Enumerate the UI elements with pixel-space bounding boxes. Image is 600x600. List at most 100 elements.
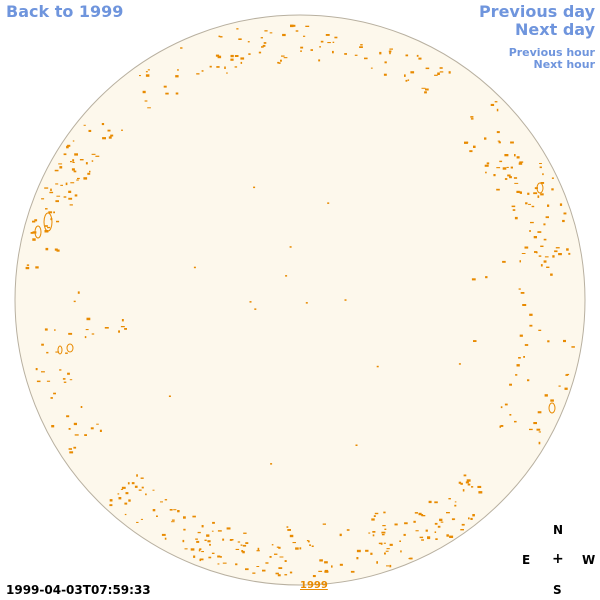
contour-speck	[230, 58, 234, 61]
contour-speck	[224, 66, 226, 69]
contour-speck	[370, 552, 373, 555]
contour-speck	[73, 422, 77, 426]
contour-speck	[466, 479, 471, 482]
contour-speck	[550, 273, 553, 276]
contour-speck	[509, 383, 512, 386]
contour-speck	[414, 512, 418, 514]
contour-speck	[356, 557, 359, 560]
contour-speck	[519, 161, 524, 163]
contour-speck	[256, 550, 260, 552]
contour-ring	[66, 343, 74, 353]
contour-speck	[364, 57, 368, 60]
contour-speck	[192, 515, 196, 518]
contour-speck	[156, 515, 158, 517]
contour-speck	[558, 253, 562, 256]
contour-speck	[284, 574, 288, 576]
contour-speck	[211, 552, 215, 554]
contour-speck	[540, 264, 543, 267]
contour-speck	[360, 44, 363, 46]
contour-speck	[51, 425, 55, 428]
contour-speck	[368, 532, 371, 534]
contour-speck	[410, 71, 415, 74]
contour-speck	[71, 168, 75, 171]
year-link[interactable]: 1999	[300, 580, 328, 591]
contour-speck	[91, 153, 96, 155]
contour-speck	[163, 85, 167, 88]
contour-speck	[145, 493, 147, 496]
contour-speck	[144, 100, 148, 102]
contour-speck	[518, 357, 521, 359]
contour-speck	[201, 70, 204, 72]
contour-speck	[507, 174, 511, 177]
contour-speck	[164, 537, 167, 540]
contour-speck	[485, 276, 488, 279]
contour-speck	[389, 48, 393, 50]
contour-speck	[434, 501, 438, 504]
contour-speck	[466, 141, 469, 144]
contour-speck	[50, 188, 52, 191]
contour-speck	[68, 448, 72, 450]
contour-speck	[434, 531, 437, 533]
contour-speck	[277, 61, 280, 64]
contour-speck	[514, 182, 519, 184]
contour-speck	[193, 266, 196, 269]
contour-speck	[311, 545, 314, 547]
contour-speck	[544, 394, 548, 397]
contour-speck	[65, 182, 68, 186]
contour-speck	[41, 343, 44, 346]
contour-speck	[499, 425, 501, 428]
contour-speck	[247, 41, 250, 43]
contour-speck	[36, 380, 41, 383]
contour-speck	[509, 176, 512, 179]
contour-speck	[102, 137, 106, 140]
contour-speck	[421, 87, 426, 89]
contour-speck	[300, 46, 304, 49]
contour-speck	[496, 131, 500, 134]
contour-speck	[529, 230, 531, 232]
previous-hour-link[interactable]: Previous hour	[508, 46, 595, 59]
contour-speck	[222, 562, 227, 564]
contour-speck	[25, 266, 30, 270]
contour-speck	[54, 329, 56, 331]
contour-speck	[127, 482, 130, 485]
contour-speck	[332, 50, 334, 54]
contour-speck	[473, 340, 477, 342]
back-to-year-link[interactable]: Back to 1999	[6, 2, 124, 21]
next-hour-link[interactable]: Next hour	[533, 58, 596, 71]
contour-speck	[305, 25, 310, 27]
contour-speck	[458, 481, 462, 484]
previous-day-link[interactable]: Previous day	[478, 2, 595, 21]
contour-speck	[120, 326, 125, 328]
contour-speck	[502, 167, 507, 170]
contour-speck	[101, 123, 105, 126]
contour-speck	[538, 431, 541, 433]
contour-speck	[26, 264, 30, 266]
contour-speck	[470, 517, 473, 520]
contour-speck	[354, 54, 358, 56]
contour-speck	[440, 521, 444, 523]
contour-speck	[196, 540, 200, 543]
contour-speck	[44, 328, 48, 331]
contour-speck	[504, 403, 508, 406]
contour-speck	[558, 385, 561, 387]
contour-speck	[243, 532, 247, 534]
contour-speck	[177, 69, 179, 71]
contour-speck	[372, 534, 375, 537]
contour-speck	[448, 71, 451, 74]
contour-speck	[318, 570, 323, 572]
contour-speck	[370, 67, 373, 69]
contour-speck	[409, 557, 413, 560]
contour-speck	[540, 193, 544, 196]
contour-speck	[32, 238, 36, 241]
contour-speck	[461, 523, 465, 526]
contour-speck	[252, 572, 256, 574]
contour-speck	[306, 540, 309, 542]
contour-speck	[515, 374, 518, 376]
contour-speck	[334, 36, 338, 39]
contour-speck	[419, 536, 424, 539]
observation-timestamp: 1999-04-03T07:59:33	[6, 583, 151, 597]
contour-speck	[327, 42, 331, 44]
contour-speck	[499, 160, 503, 163]
next-day-link[interactable]: Next day	[515, 20, 595, 39]
